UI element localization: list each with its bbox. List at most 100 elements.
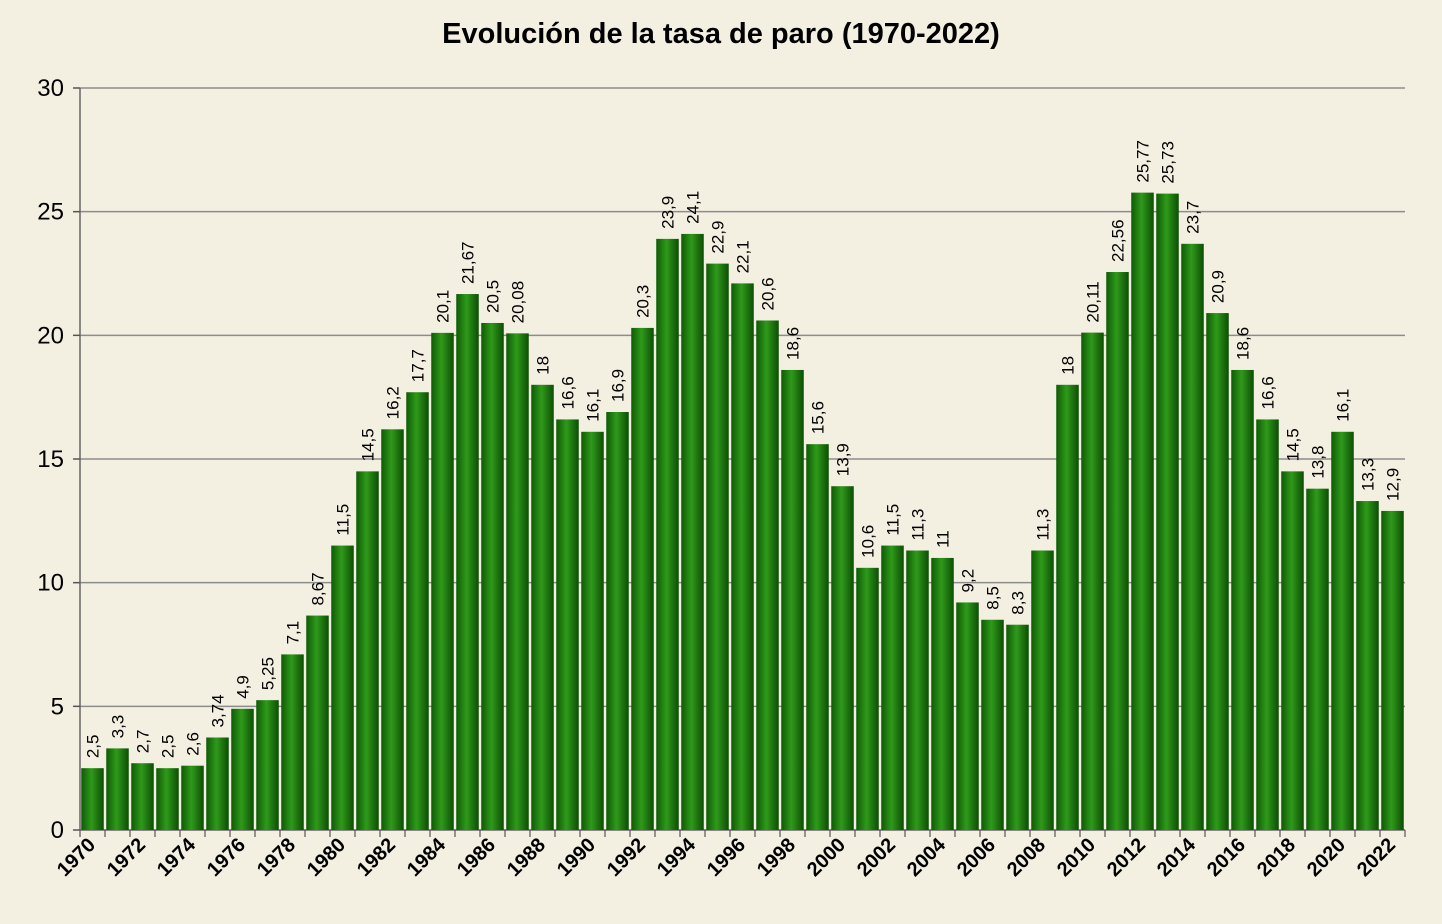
- bar-2013: [1156, 193, 1179, 830]
- bar-1993: [656, 238, 679, 830]
- data-label: 12,9: [1384, 468, 1403, 501]
- data-label: 25,73: [1159, 141, 1178, 184]
- bar-1984: [431, 332, 454, 830]
- bar-2000: [831, 486, 854, 830]
- x-tick-label: 2004: [903, 833, 951, 881]
- data-label: 18: [1059, 356, 1078, 375]
- data-label: 2,6: [184, 732, 203, 756]
- x-tick-label: 2010: [1053, 834, 1100, 881]
- x-tick-label: 2012: [1103, 834, 1150, 881]
- data-label: 20,11: [1084, 281, 1103, 322]
- data-label: 8,5: [984, 586, 1003, 610]
- x-tick-label: 1980: [303, 834, 350, 881]
- bar-2022: [1381, 510, 1404, 830]
- bar-2018: [1281, 471, 1304, 830]
- bar-2003: [906, 550, 929, 830]
- data-label: 2,5: [159, 735, 178, 759]
- bar-2017: [1256, 419, 1279, 830]
- data-label: 3,74: [209, 694, 228, 727]
- x-tick-label: 2020: [1303, 834, 1350, 881]
- x-tick-label: 1994: [653, 833, 701, 881]
- data-label: 2,5: [84, 735, 103, 759]
- bar-1988: [531, 384, 554, 830]
- data-label: 18: [534, 356, 553, 375]
- data-label: 16,9: [609, 369, 628, 402]
- y-tick-label: 25: [37, 199, 64, 226]
- bar-2019: [1306, 488, 1329, 830]
- data-label: 8,67: [309, 572, 328, 605]
- data-label: 16,1: [1334, 389, 1353, 422]
- y-axis-ticks: 0 5 10 15 20 25 30: [37, 75, 80, 844]
- data-label: 17,7: [409, 349, 428, 382]
- x-tick-label: 2018: [1253, 834, 1300, 881]
- data-label: 3,3: [109, 715, 128, 739]
- x-tick-label: 1982: [353, 834, 400, 881]
- y-tick-label: 5: [51, 693, 64, 720]
- bar-2011: [1106, 272, 1129, 830]
- data-label: 7,1: [284, 621, 303, 645]
- bar-2012: [1131, 192, 1154, 830]
- bar-1978: [281, 654, 304, 830]
- x-tick-label: 1992: [603, 834, 650, 881]
- bar-1998: [781, 369, 804, 830]
- bar-2020: [1331, 431, 1354, 830]
- data-label: 16,6: [559, 376, 578, 409]
- bar-1979: [306, 615, 329, 830]
- y-tick-label: 20: [37, 322, 64, 349]
- bar-1995: [706, 263, 729, 830]
- data-label: 10,6: [859, 525, 878, 558]
- data-label: 11,3: [909, 509, 928, 541]
- bar-1973: [156, 768, 179, 830]
- bar-2015: [1206, 313, 1229, 830]
- data-label: 11,5: [334, 504, 353, 536]
- data-label: 20,5: [484, 280, 503, 313]
- bar-1994: [681, 233, 704, 831]
- chart-title: Evolución de la tasa de paro (1970-2022): [442, 18, 1000, 50]
- data-label: 16,2: [384, 386, 403, 419]
- bar-2004: [931, 557, 954, 830]
- x-tick-label: 1978: [253, 834, 300, 881]
- bar-1976: [231, 708, 254, 830]
- x-tick-label: 1974: [153, 833, 201, 881]
- bar-2002: [881, 545, 904, 830]
- data-label: 18,6: [784, 327, 803, 360]
- bar-1975: [206, 737, 229, 830]
- bar-1972: [131, 763, 154, 830]
- data-label: 22,56: [1109, 219, 1128, 262]
- bar-1991: [606, 412, 629, 830]
- bar-1983: [406, 392, 429, 830]
- data-label: 20,3: [634, 285, 653, 318]
- data-label: 13,8: [1309, 446, 1328, 479]
- data-label: 5,25: [259, 657, 278, 690]
- x-tick-label: 1986: [453, 834, 500, 881]
- bar-1982: [381, 429, 404, 830]
- data-label: 13,9: [834, 443, 853, 476]
- data-label: 8,3: [1009, 591, 1028, 615]
- bar-2021: [1356, 501, 1379, 830]
- data-label: 20,9: [1209, 270, 1228, 303]
- x-tick-label: 1990: [553, 834, 600, 881]
- data-label: 4,9: [234, 675, 253, 699]
- bar-1974: [181, 765, 204, 830]
- data-label: 22,9: [709, 221, 728, 254]
- x-tick-label: 1984: [403, 833, 451, 881]
- bar-2010: [1081, 332, 1104, 830]
- bar-2016: [1231, 369, 1254, 830]
- x-tick-label: 2016: [1203, 834, 1250, 881]
- data-label: 13,3: [1359, 458, 1378, 491]
- data-label: 11: [934, 530, 953, 548]
- x-axis-ticks: 1970 1972 1974 1976 1978 1980 1982 1984 1986 1988…: [53, 830, 1406, 881]
- bar-1981: [356, 471, 379, 830]
- bar-2007: [1006, 624, 1029, 830]
- x-tick-label: 2008: [1003, 834, 1050, 881]
- y-tick-label: 30: [37, 75, 64, 102]
- bar-1977: [256, 700, 279, 830]
- data-label: 25,77: [1134, 140, 1153, 183]
- data-label: 23,7: [1184, 201, 1203, 234]
- data-label: 2,7: [134, 730, 153, 754]
- bar-2005: [956, 602, 979, 830]
- bar-1997: [756, 320, 779, 830]
- bar-2001: [856, 567, 879, 830]
